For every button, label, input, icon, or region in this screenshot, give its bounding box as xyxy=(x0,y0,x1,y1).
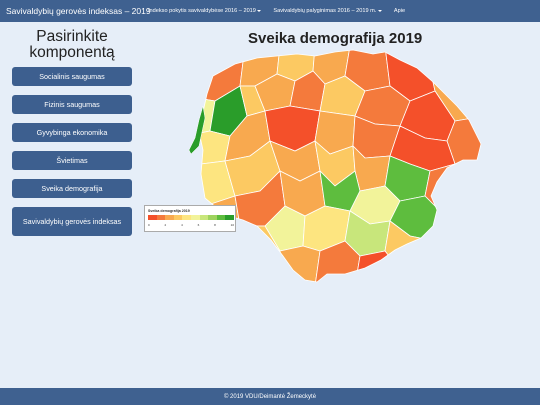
map-title: Sveika demografija 2019 xyxy=(248,30,423,47)
region xyxy=(354,250,401,282)
brand-title[interactable]: Savivaldybių gerovės indeksas – 2019 xyxy=(6,6,151,16)
legend-swatch xyxy=(173,215,183,220)
region xyxy=(199,225,286,282)
legend-tick-label: 2 xyxy=(164,223,167,227)
legend-swatch xyxy=(165,215,174,220)
legend-swatch xyxy=(156,215,166,220)
button-vibrant-economy[interactable]: Gyvybinga ekonomika xyxy=(12,123,132,142)
nav-menu-index-change-label: Indekso pokytis savivaldybėse 2016 – 201… xyxy=(148,8,256,14)
button-welfare-index[interactable]: Savivaldybių gerovės indeksas xyxy=(12,207,132,236)
map-legend: Sveika demografija 2019 0 2 4 6 8 10 xyxy=(144,205,236,232)
lithuania-choropleth-map xyxy=(188,49,482,283)
legend-swatch xyxy=(216,215,226,220)
legend-swatch xyxy=(225,215,234,220)
legend-tick-label: 10 xyxy=(230,223,234,227)
legend-tick-label: 0 xyxy=(148,223,150,227)
legend-color-scale xyxy=(148,215,234,220)
button-social-security[interactable]: Socialinis saugumas xyxy=(12,67,132,86)
caret-down-icon xyxy=(257,10,262,12)
legend-swatch xyxy=(199,215,209,220)
caret-down-icon xyxy=(377,10,382,12)
sidebar-title: Pasirinkite komponentą xyxy=(29,28,115,61)
legend-ticks: 0 2 4 6 8 10 xyxy=(148,223,234,227)
legend-tick-label: 6 xyxy=(197,223,200,227)
legend-tick-label: 4 xyxy=(181,223,183,227)
legend-swatch xyxy=(148,215,157,220)
legend-title: Sveika demografija 2019 xyxy=(148,209,190,213)
top-navbar: Savivaldybių gerovės indeksas – 2019 Ind… xyxy=(0,0,540,22)
region xyxy=(279,245,321,282)
nav-link-about[interactable]: Apie xyxy=(393,8,406,14)
region xyxy=(394,240,481,282)
footer: © 2019 VDU/Deimantė Žemeckytė xyxy=(0,388,540,405)
legend-tick-label: 8 xyxy=(214,223,216,227)
curonian-spit xyxy=(188,105,206,155)
legend-swatch xyxy=(190,215,200,220)
legend-swatch xyxy=(182,215,191,220)
nav-menu-comparison[interactable]: Savivaldybių palyginimas 2016 – 2019 m. xyxy=(273,8,382,14)
nav-menu-index-change[interactable]: Indekso pokytis savivaldybėse 2016 – 201… xyxy=(148,8,262,14)
nav-menu-comparison-label: Savivaldybių palyginimas 2016 – 2019 m. xyxy=(273,8,377,14)
button-physical-security[interactable]: Fizinis saugumas xyxy=(12,95,132,114)
legend-swatch xyxy=(208,215,217,220)
button-healthy-demography[interactable]: Sveika demografija xyxy=(12,179,132,198)
button-education[interactable]: Švietimas xyxy=(12,151,132,170)
